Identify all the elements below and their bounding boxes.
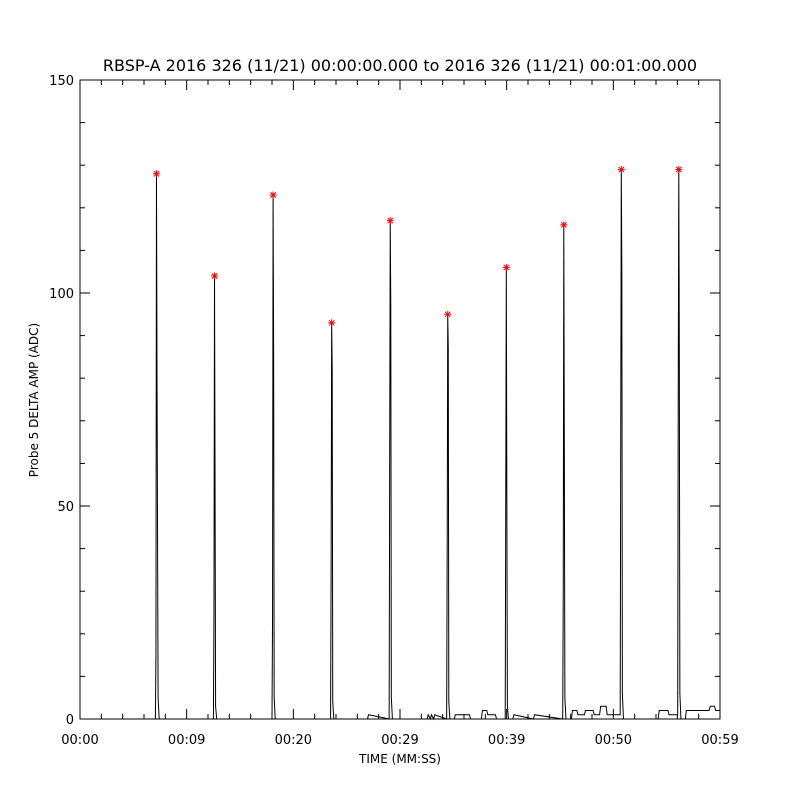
x-tick-label: 00:39 [488, 733, 525, 748]
x-tick-label: 00:50 [595, 733, 632, 748]
y-tick-labels: 0 50 100 150 [49, 74, 74, 728]
peak-markers [152, 165, 683, 327]
y-tick-label: 150 [49, 74, 74, 89]
x-tick-label: 00:59 [701, 733, 738, 748]
peak-marker [560, 221, 568, 229]
peak-marker [211, 272, 219, 280]
x-tick-labels: 00:00 00:09 00:20 00:29 00:39 00:50 00:59 [61, 733, 738, 748]
x-major-ticks [79, 80, 721, 719]
y-minor-ticks [80, 122, 720, 677]
peak-marker [328, 319, 336, 327]
peak-marker [502, 263, 510, 271]
peak-marker [617, 165, 625, 173]
y-tick-label: 50 [57, 500, 74, 515]
x-minor-ticks [100, 80, 700, 719]
y-tick-label: 0 [66, 713, 74, 728]
y-tick-label: 100 [49, 287, 74, 302]
x-tick-label: 00:20 [275, 733, 312, 748]
x-tick-label: 00:29 [381, 733, 418, 748]
peak-marker [675, 165, 683, 173]
peak-marker [386, 217, 394, 225]
peak-marker [269, 191, 277, 199]
chart-title: RBSP-A 2016 326 (11/21) 00:00:00.000 to … [103, 56, 697, 75]
x-tick-label: 00:09 [168, 733, 205, 748]
plot-frame [79, 79, 721, 720]
peak-marker [152, 170, 160, 178]
data-series-line [80, 169, 720, 721]
y-major-ticks [80, 79, 720, 720]
y-axis-label: Probe 5 DELTA AMP (ADC) [27, 323, 41, 477]
x-tick-label: 00:00 [61, 733, 98, 748]
peak-marker [444, 310, 452, 318]
x-axis-label: TIME (MM:SS) [358, 752, 441, 766]
